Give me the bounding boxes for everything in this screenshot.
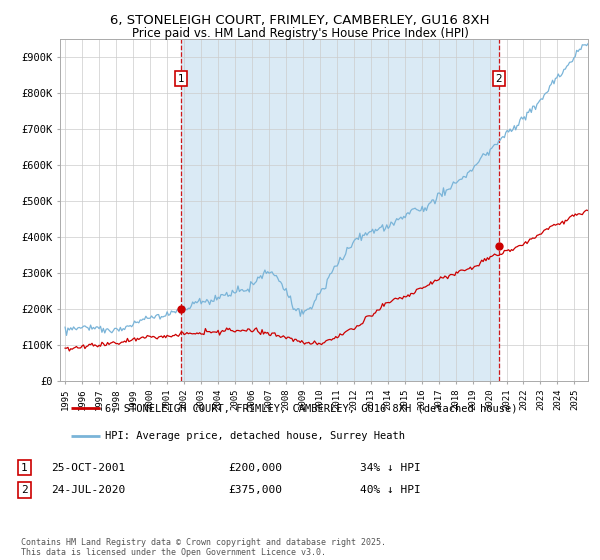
Text: 40% ↓ HPI: 40% ↓ HPI	[360, 485, 421, 495]
Text: 34% ↓ HPI: 34% ↓ HPI	[360, 463, 421, 473]
Text: 6, STONELEIGH COURT, FRIMLEY, CAMBERLEY, GU16 8XH: 6, STONELEIGH COURT, FRIMLEY, CAMBERLEY,…	[110, 14, 490, 27]
Text: 25-OCT-2001: 25-OCT-2001	[51, 463, 125, 473]
Text: 6, STONELEIGH COURT, FRIMLEY, CAMBERLEY, GU16 8XH (detached house): 6, STONELEIGH COURT, FRIMLEY, CAMBERLEY,…	[105, 403, 517, 413]
Text: Price paid vs. HM Land Registry's House Price Index (HPI): Price paid vs. HM Land Registry's House …	[131, 27, 469, 40]
Text: 1: 1	[21, 463, 28, 473]
Text: 2: 2	[496, 74, 502, 84]
Text: Contains HM Land Registry data © Crown copyright and database right 2025.
This d: Contains HM Land Registry data © Crown c…	[21, 538, 386, 557]
Text: 24-JUL-2020: 24-JUL-2020	[51, 485, 125, 495]
Text: £200,000: £200,000	[228, 463, 282, 473]
Bar	[181, 39, 499, 381]
Text: 1: 1	[178, 74, 184, 84]
Text: £375,000: £375,000	[228, 485, 282, 495]
Text: HPI: Average price, detached house, Surrey Heath: HPI: Average price, detached house, Surr…	[105, 431, 405, 441]
Text: 2: 2	[21, 485, 28, 495]
